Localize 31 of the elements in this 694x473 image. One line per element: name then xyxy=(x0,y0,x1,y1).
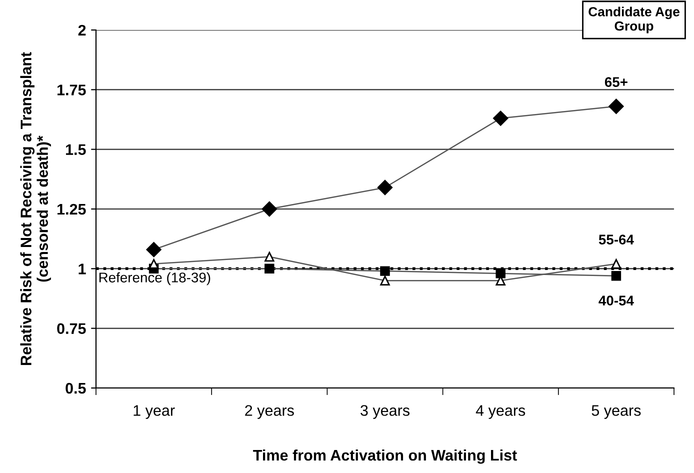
legend-title: Candidate Age Group xyxy=(588,6,680,34)
series-label: 55-64 xyxy=(598,234,634,244)
y-tick-label: 1 xyxy=(78,264,86,274)
point xyxy=(608,98,624,114)
x-tick-label: 5 years xyxy=(592,405,641,419)
y-tick-label: 2 xyxy=(78,24,86,36)
point xyxy=(146,242,162,258)
point xyxy=(262,201,277,217)
x-tick-label: 4 years xyxy=(476,405,526,419)
point xyxy=(380,266,390,276)
y-tick-label: 1.25 xyxy=(58,204,86,215)
point xyxy=(264,264,274,274)
y-tick-label: 0.75 xyxy=(57,323,86,334)
x-axis-title: Time from Activation on Waiting List xyxy=(253,449,517,464)
x-tick-label: 1 year xyxy=(134,405,175,419)
x-tick-label: 2 years xyxy=(245,405,294,419)
y-axis-title: Relative Risk of Not Receiving a Transplant (censored at death)* xyxy=(20,52,51,366)
ref-line-label: Reference (18-39) xyxy=(99,272,210,286)
point xyxy=(611,270,622,281)
point xyxy=(611,259,622,269)
x-tick-label: 3 years xyxy=(360,405,410,419)
point xyxy=(377,180,393,196)
y-tick-label: 1.5 xyxy=(66,144,86,156)
y-tick-label: 0.5 xyxy=(66,382,86,394)
point xyxy=(380,276,390,286)
point xyxy=(493,110,508,126)
series-label: 40-54 xyxy=(598,296,634,306)
point xyxy=(496,268,506,278)
series-label: 65+ xyxy=(604,77,628,87)
point xyxy=(264,252,274,262)
y-tick-label: 1.75 xyxy=(58,84,86,96)
